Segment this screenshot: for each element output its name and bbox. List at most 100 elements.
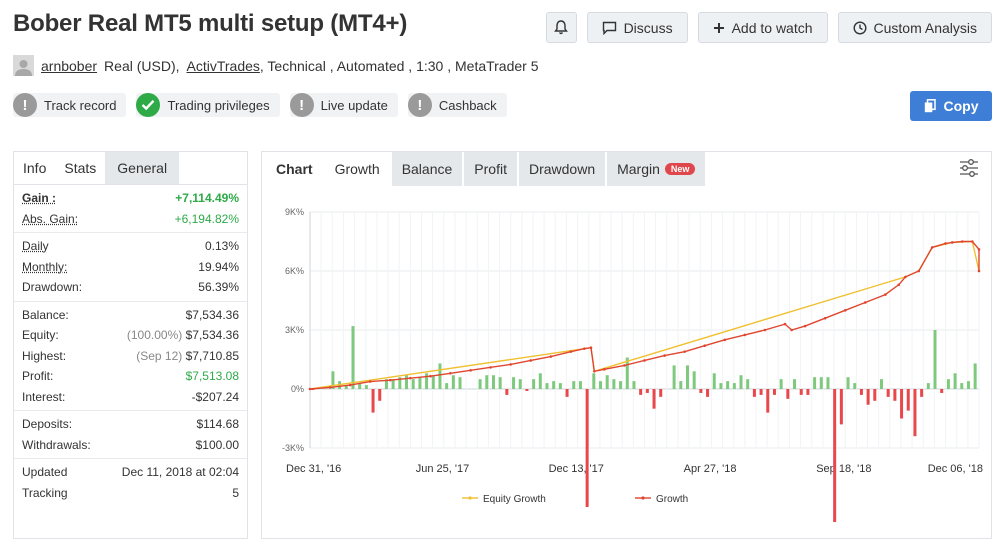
series-point	[589, 346, 593, 349]
new-badge: New	[664, 163, 696, 175]
bar	[793, 379, 797, 389]
x-tick-label: Dec 06, '18	[928, 463, 983, 475]
bar	[946, 379, 950, 389]
bar	[672, 365, 676, 389]
stats-panel: Info Stats General Gain : +7,114.49% Abs.…	[13, 151, 248, 539]
bar	[552, 381, 556, 389]
equity-label: Equity:	[22, 328, 59, 343]
bar	[518, 379, 522, 389]
daily-label[interactable]: Daily	[22, 239, 49, 254]
bar	[485, 375, 489, 389]
bar	[960, 383, 964, 389]
bar	[525, 389, 529, 391]
bar	[712, 373, 716, 389]
live-update-label: Live update	[320, 97, 388, 113]
series-point	[429, 374, 432, 378]
bar	[926, 383, 930, 389]
bar	[973, 363, 977, 389]
tab-chart[interactable]: Chart	[276, 161, 313, 177]
broker-link[interactable]: ActivTrades	[186, 57, 260, 74]
tab-info[interactable]: Info	[23, 160, 47, 176]
live-update-badge[interactable]: ! Live update	[289, 93, 398, 117]
monthly-label[interactable]: Monthly:	[22, 259, 68, 274]
bar	[585, 389, 589, 507]
x-tick-label: Dec 13, '17	[549, 463, 604, 475]
series-point	[917, 269, 921, 273]
bar	[839, 389, 843, 425]
avatar	[13, 55, 34, 76]
trading-privileges-badge[interactable]: Trading privileges	[136, 93, 280, 117]
series-point	[977, 248, 981, 251]
copy-button[interactable]: Copy	[910, 91, 992, 121]
tab-balance[interactable]: Balance	[391, 152, 463, 186]
bar	[592, 373, 596, 389]
bar	[752, 389, 756, 397]
bar	[706, 389, 710, 397]
tab-stats[interactable]: Stats	[64, 160, 97, 176]
chart-tabs: Chart Growth Balance Profit Drawdown Mar…	[262, 152, 991, 186]
equity-percent: (100.00%)	[126, 328, 183, 343]
series-point	[643, 359, 646, 362]
bar	[893, 389, 897, 401]
check-icon	[136, 93, 161, 117]
bar	[853, 383, 857, 389]
bar	[886, 389, 890, 397]
abs-gain-label[interactable]: Abs. Gain:	[22, 211, 79, 226]
bar	[766, 389, 770, 413]
stat-daily: Daily 0.13%	[22, 236, 239, 257]
series-point	[930, 246, 934, 249]
stat-profit: Profit: $7,513.08	[22, 366, 239, 387]
bar	[398, 377, 402, 389]
discuss-button[interactable]: Discuss	[586, 12, 688, 43]
margin-label: Margin	[617, 161, 660, 177]
series-point	[823, 316, 827, 320]
bar	[578, 381, 582, 389]
highest-date: (Sep 12)	[136, 348, 183, 363]
tab-growth[interactable]: Growth	[334, 161, 380, 177]
bar	[772, 389, 776, 395]
bar	[512, 377, 516, 389]
bar	[953, 373, 957, 389]
bar	[498, 377, 502, 389]
monthly-value: 19.94%	[198, 259, 239, 274]
bar	[612, 379, 616, 389]
bar	[759, 389, 763, 395]
tracking-label: Tracking	[22, 485, 68, 500]
clock-icon	[853, 20, 867, 35]
cashback-badge[interactable]: ! Cashback	[407, 93, 507, 117]
series-point	[863, 301, 867, 304]
bar	[685, 365, 689, 389]
drawdown-label: Drawdown:	[22, 280, 83, 295]
bar	[491, 375, 495, 389]
y-tick-label: 9K%	[285, 207, 304, 217]
account-type: Real (USD),	[104, 57, 180, 74]
copy-icon	[924, 99, 936, 113]
legend-label-equity: Equity Growth	[483, 494, 546, 505]
bar	[819, 377, 823, 389]
withdrawals-label: Withdrawals:	[22, 437, 91, 452]
user-link[interactable]: arnbober	[41, 57, 98, 74]
stats-tabs: Info Stats General	[14, 152, 247, 185]
gain-label[interactable]: Gain :	[22, 191, 57, 206]
chart-settings-icon[interactable]	[959, 159, 979, 177]
tab-drawdown[interactable]: Drawdown	[518, 152, 606, 186]
update-group: Updated Dec 11, 2018 at 02:04 Tracking 5	[14, 459, 247, 506]
tab-profit[interactable]: Profit	[464, 152, 517, 186]
track-record-badge[interactable]: ! Track record	[13, 93, 127, 117]
bar	[879, 379, 883, 389]
notification-button[interactable]	[545, 12, 577, 43]
series-point	[944, 242, 947, 245]
bar	[632, 381, 636, 389]
tab-general[interactable]: General	[105, 152, 180, 184]
series-point	[469, 369, 472, 372]
add-to-watch-button[interactable]: Add to watch	[697, 12, 828, 43]
bar	[358, 383, 362, 389]
series-point	[723, 338, 727, 342]
custom-analysis-button[interactable]: Custom Analysis	[837, 12, 992, 43]
profit-value: $7,513.08	[185, 369, 239, 384]
series-point	[703, 344, 707, 348]
tab-margin[interactable]: Margin New	[607, 152, 706, 186]
series-point	[409, 376, 412, 380]
bar	[900, 389, 904, 419]
